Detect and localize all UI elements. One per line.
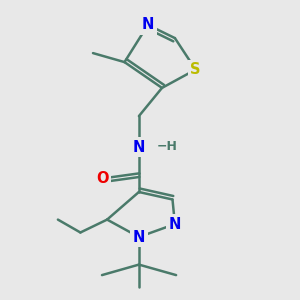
Text: N: N xyxy=(133,140,145,154)
Text: O: O xyxy=(96,171,108,186)
Text: N: N xyxy=(142,17,154,32)
Text: −H: −H xyxy=(156,140,177,154)
Text: S: S xyxy=(190,62,201,77)
Text: N: N xyxy=(133,230,145,244)
Text: N: N xyxy=(169,217,181,232)
